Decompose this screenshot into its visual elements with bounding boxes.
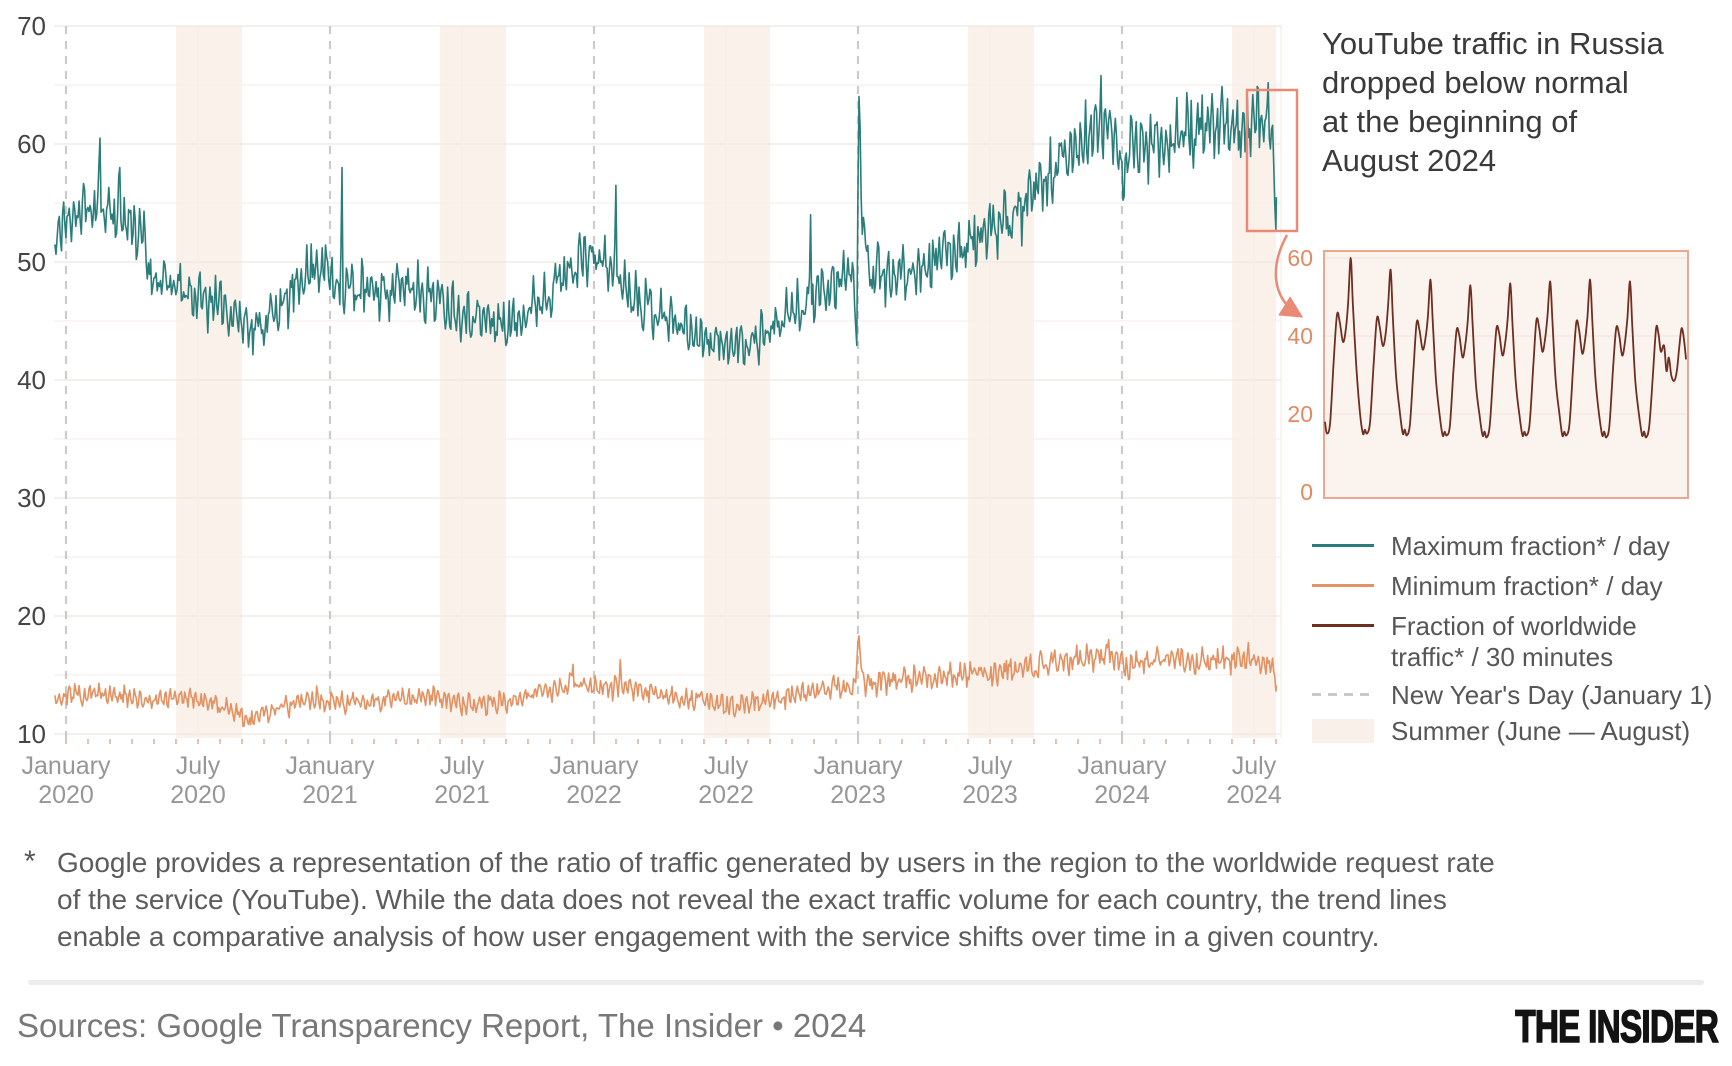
svg-text:2021: 2021 [434,781,490,809]
svg-text:2024: 2024 [1226,781,1282,809]
main-chart: 70605040302010January2020July2020January… [17,11,1689,809]
min-fraction-series [54,635,1278,728]
svg-text:10: 10 [17,719,46,749]
svg-text:January: January [286,752,375,780]
divider [28,980,1704,985]
svg-text:2022: 2022 [698,781,754,809]
svg-text:40: 40 [17,365,46,395]
svg-text:2023: 2023 [830,781,886,809]
svg-text:0: 0 [1300,479,1313,505]
svg-text:50: 50 [17,247,46,277]
footnote-text: Google provides a representation of the … [57,847,1495,952]
svg-text:July: July [440,752,485,780]
svg-text:July: July [176,752,221,780]
y-axis-labels: 70 60 50 40 30 20 10 [17,11,46,749]
svg-text:2021: 2021 [302,781,358,809]
svg-text:60: 60 [17,129,46,159]
gridlines [54,25,1282,738]
svg-text:40: 40 [1287,323,1313,349]
svg-text:2023: 2023 [962,781,1018,809]
sources-line: Sources: Google Transparency Report, The… [17,1007,867,1044]
chart-title: YouTube traffic in Russia dropped below … [1322,26,1664,178]
highlight-annotation [1245,88,1304,318]
svg-text:2020: 2020 [38,781,94,809]
inset-line [1324,257,1687,439]
svg-text:20: 20 [1287,401,1313,427]
svg-text:60: 60 [1287,245,1313,271]
svg-text:January: January [814,752,903,780]
svg-text:70: 70 [17,11,46,41]
svg-text:July: July [1232,752,1277,780]
svg-text:20: 20 [17,601,46,631]
x-axis-labels: January2020July2020January2021July2021Ja… [22,752,1282,809]
month-ticks [65,739,1277,744]
svg-text:July: July [704,752,749,780]
svg-text:2024: 2024 [1094,781,1150,809]
svg-text:30: 30 [17,483,46,513]
inset-chart: 60 40 20 0 [1287,245,1689,505]
svg-text:January: January [550,752,639,780]
svg-text:2020: 2020 [170,781,226,809]
svg-text:January: January [22,752,111,780]
svg-text:January: January [1078,752,1167,780]
footnote-marker: * [24,845,36,878]
max-fraction-series [54,74,1278,366]
the-insider-logo: THE INSIDER [1515,1000,1720,1053]
svg-text:July: July [968,752,1013,780]
svg-text:2022: 2022 [566,781,622,809]
